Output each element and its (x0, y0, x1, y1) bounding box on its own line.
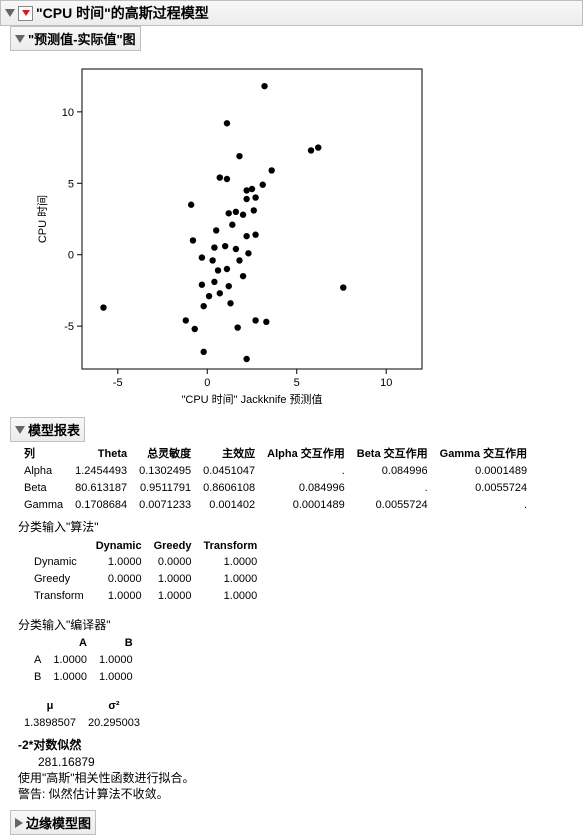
algorithm-table: DynamicGreedyTransformDynamic1.00000.000… (28, 538, 263, 605)
svg-text:10: 10 (62, 107, 74, 119)
main-title: "CPU 时间"的高斯过程模型 (36, 3, 209, 23)
table-row: Gamma0.17086840.00712330.0014020.0001489… (18, 497, 533, 514)
table-row: A1.00001.0000 (28, 652, 139, 669)
neg2ll-label: -2*对数似然 (18, 737, 575, 753)
svg-text:-5: -5 (64, 321, 74, 333)
collapse-icon[interactable] (5, 9, 15, 17)
model-report-header[interactable]: 模型报表 (10, 417, 85, 442)
model-report-body: 列Theta总灵敏度主效应Alpha 交互作用Beta 交互作用Gamma 交互… (0, 442, 583, 810)
options-button[interactable] (18, 6, 33, 21)
red-triangle-icon (22, 10, 30, 16)
svg-text:0: 0 (68, 250, 74, 262)
warning-note: 警告: 似然估计算法不收敛。 (18, 786, 575, 802)
main-effects-table: 列Theta总灵敏度主效应Alpha 交互作用Beta 交互作用Gamma 交互… (18, 446, 533, 513)
svg-text:0: 0 (204, 377, 210, 389)
table-row: Transform1.00001.00001.0000 (28, 588, 263, 605)
marginal-section-header[interactable]: 边缘模型图 (10, 810, 96, 835)
cat1-label: 分类输入"算法" (18, 519, 575, 535)
neg2ll-value: 281.16879 (38, 754, 575, 770)
scatter-section-header[interactable]: "预测值-实际值"图 (10, 26, 141, 51)
svg-text:CPU 时间: CPU 时间 (36, 195, 49, 243)
svg-text:"CPU 时间" Jackknife 预测值: "CPU 时间" Jackknife 预测值 (181, 393, 322, 406)
mu-sigma-table: μσ²1.389850720.295003 (18, 698, 146, 732)
marginal-section-title: 边缘模型图 (26, 813, 91, 832)
fit-note: 使用"高斯"相关性函数进行拟合。 (18, 770, 575, 786)
table-row: Dynamic1.00000.00001.0000 (28, 554, 263, 571)
main-section-header[interactable]: "CPU 时间"的高斯过程模型 (0, 0, 583, 26)
svg-text:5: 5 (68, 178, 74, 190)
scatter-section-title: "预测值-实际值"图 (28, 29, 136, 48)
collapse-icon[interactable] (15, 35, 25, 43)
table-row: Beta80.6131870.95117910.86061080.084996.… (18, 480, 533, 497)
collapse-icon[interactable] (15, 426, 25, 434)
model-report-title: 模型报表 (28, 420, 80, 439)
svg-text:10: 10 (380, 377, 392, 389)
scatter-chart: -5 0 5 10 -5 0 5 10 "CPU 时间" Jackknife 预测值 CPU 时间 (0, 51, 583, 417)
svg-text:-5: -5 (113, 377, 123, 389)
table-row: Greedy0.00001.00001.0000 (28, 571, 263, 588)
cat2-label: 分类输入"编译器" (18, 617, 575, 633)
table-row: B1.00001.0000 (28, 669, 139, 686)
compiler-table: ABA1.00001.0000B1.00001.0000 (28, 635, 139, 686)
scatter-svg: -5 0 5 10 -5 0 5 10 "CPU 时间" Jackknife 预测值 CPU 时间 (30, 59, 432, 413)
expand-icon[interactable] (15, 818, 23, 828)
table-row: Alpha1.24544930.13024950.0451047.0.08499… (18, 463, 533, 480)
svg-text:5: 5 (294, 377, 300, 389)
